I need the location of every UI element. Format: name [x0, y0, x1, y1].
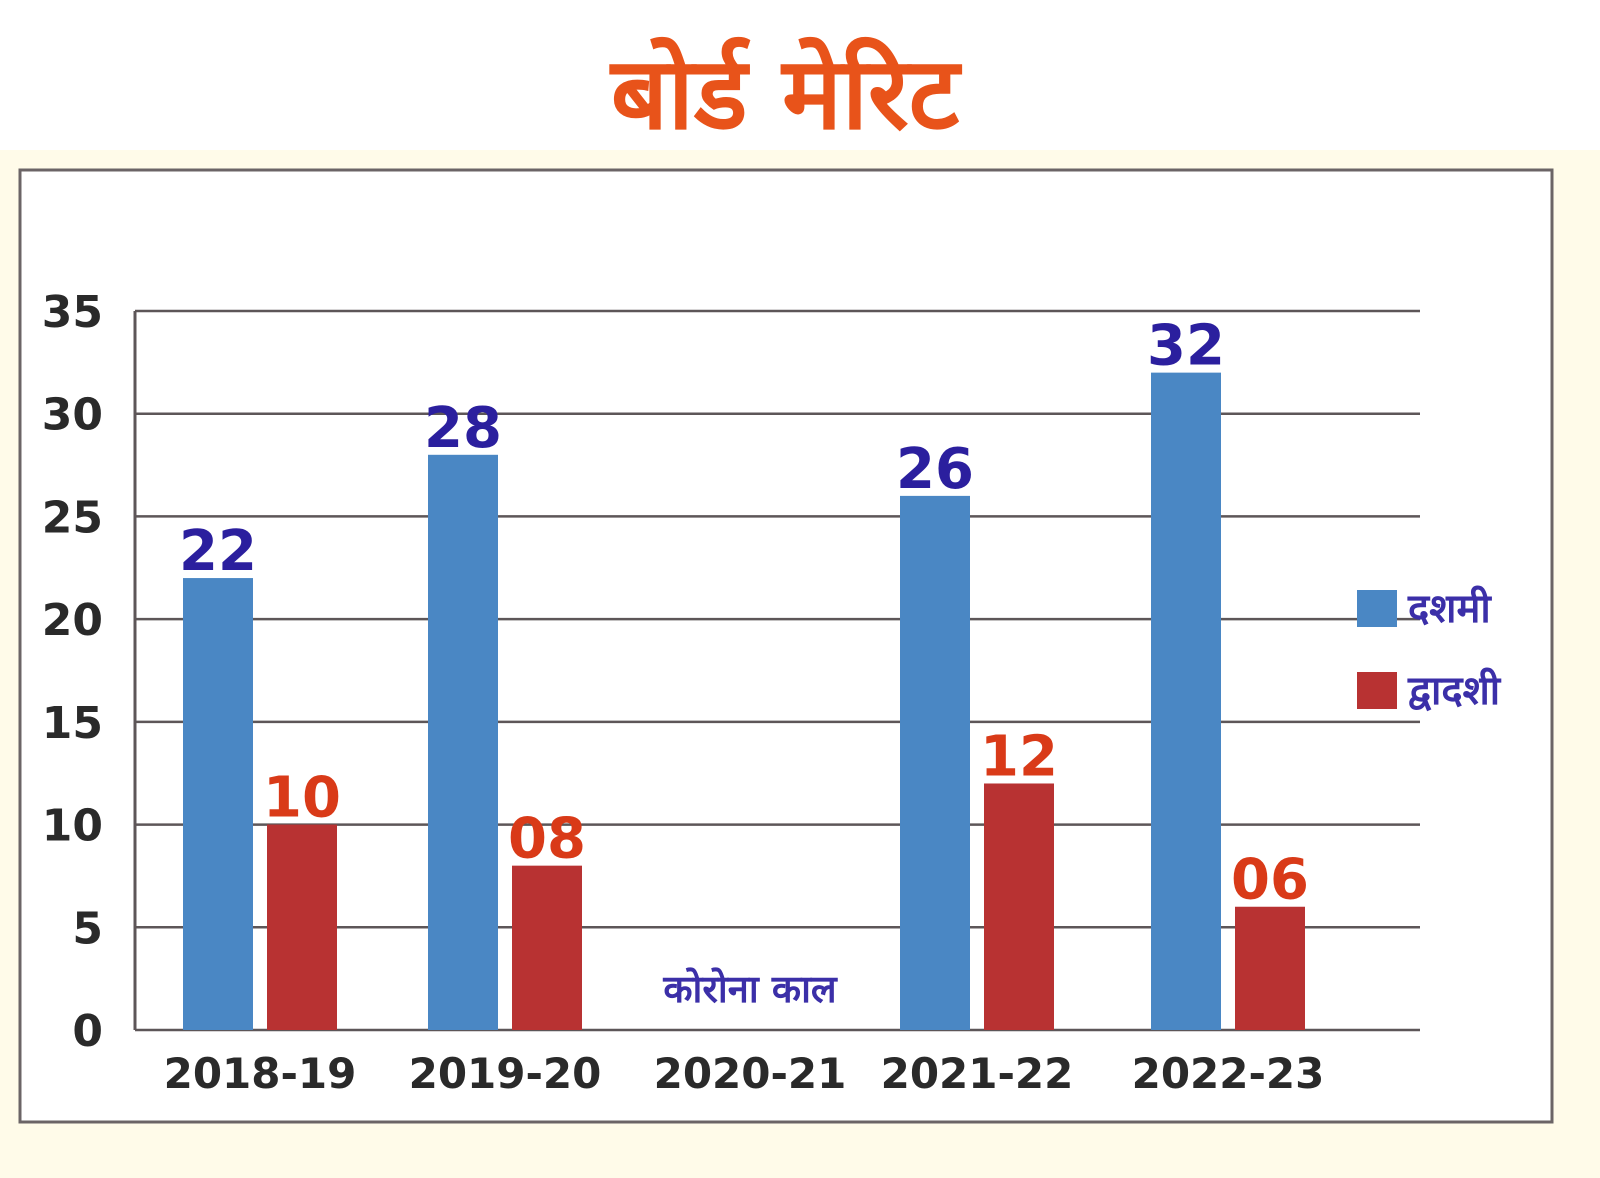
x-tick-label: 2021-22 [881, 1049, 1074, 1098]
legend-swatch [1357, 590, 1397, 627]
data-label: 32 [1147, 314, 1225, 379]
annotation: कोरोना काल [662, 967, 838, 1011]
y-tick-label: 15 [42, 698, 103, 749]
data-label: 12 [980, 724, 1058, 789]
y-tick-label: 25 [42, 492, 103, 543]
data-label: 10 [263, 766, 341, 831]
legend-swatch [1357, 672, 1397, 709]
y-tick-label: 0 [72, 1006, 103, 1057]
data-label: 28 [424, 396, 502, 461]
bar-dashami [183, 578, 253, 1030]
data-label: 06 [1231, 848, 1309, 913]
bar-dashami [428, 454, 498, 1030]
x-tick-label: 2019-20 [409, 1049, 602, 1098]
y-tick-label: 30 [42, 390, 103, 441]
bar-dvadashi [984, 783, 1054, 1030]
y-tick-label: 5 [72, 903, 103, 954]
x-tick-label: 2018-19 [164, 1049, 357, 1098]
bar-dvadashi [267, 824, 337, 1030]
bar-dashami [900, 495, 970, 1030]
chart-title: बोर्ड मेरिट [609, 35, 963, 152]
bar-dvadashi [512, 865, 582, 1030]
bar-dashami [1151, 372, 1221, 1031]
y-tick-label: 10 [42, 801, 103, 852]
legend-label: द्वादशी [1407, 667, 1502, 714]
x-tick-label: 2022-23 [1132, 1049, 1325, 1098]
data-label: 26 [896, 437, 974, 502]
data-label: 22 [179, 519, 257, 584]
y-tick-label: 20 [42, 595, 103, 646]
bar-dvadashi [1235, 906, 1305, 1030]
x-tick-label: 2020-21 [654, 1049, 847, 1098]
y-tick-label: 35 [42, 287, 103, 338]
data-label: 08 [508, 807, 586, 872]
legend-label: दशमी [1407, 585, 1492, 632]
